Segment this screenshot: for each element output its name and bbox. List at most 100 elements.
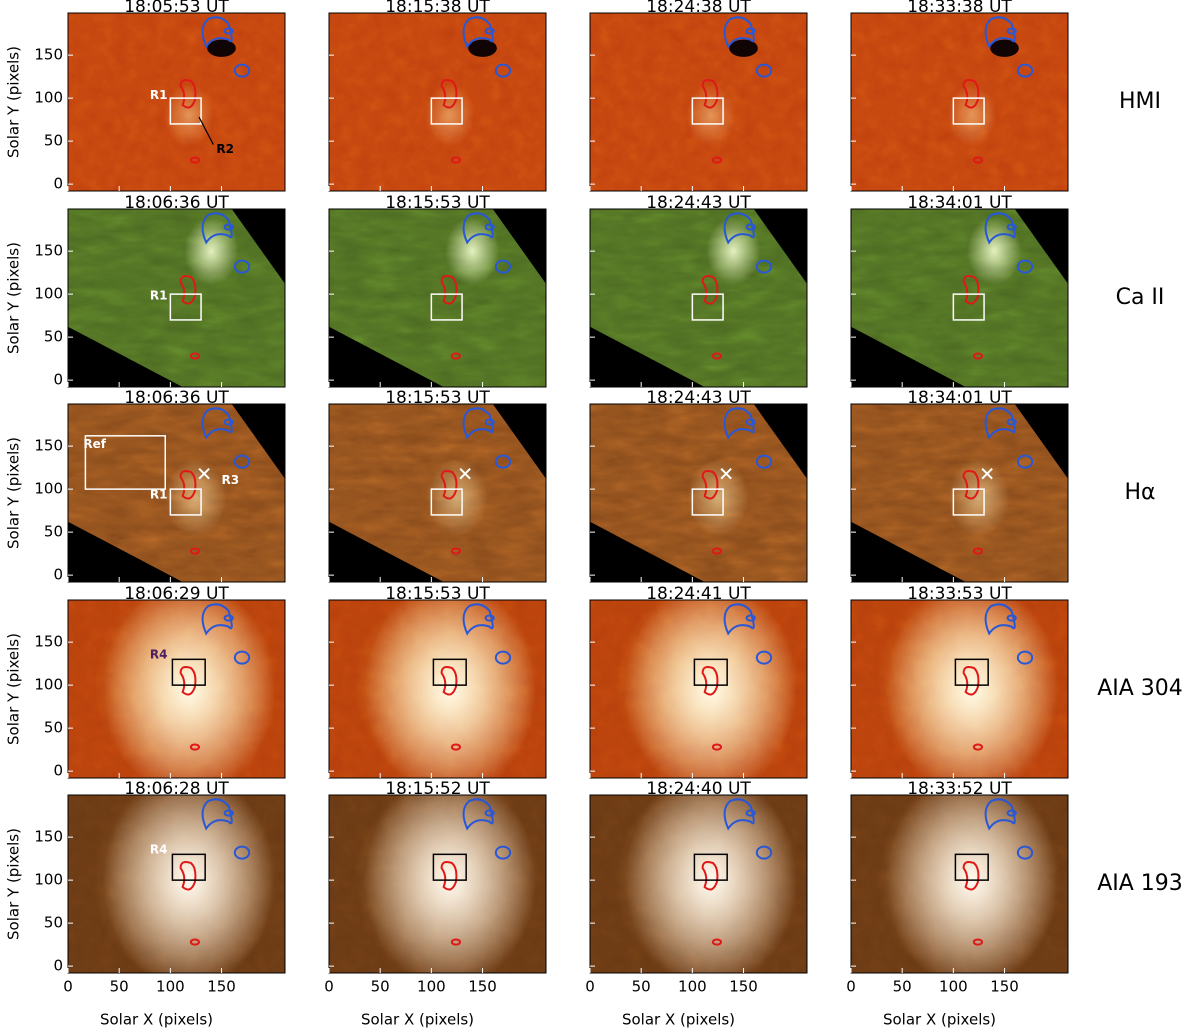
contour-neg xyxy=(223,614,234,622)
contour-neg xyxy=(462,212,494,245)
contour-pos xyxy=(440,665,458,696)
region-box xyxy=(691,488,724,516)
x-tick-label: 0 xyxy=(63,978,73,996)
bright-spot xyxy=(624,600,797,778)
contour-neg xyxy=(462,407,494,440)
contour-pos xyxy=(962,274,980,305)
row-label: HMI xyxy=(1119,89,1161,114)
panel-frame xyxy=(850,599,1069,779)
region-box xyxy=(952,488,985,516)
panel-frame xyxy=(589,208,808,388)
region-box xyxy=(691,97,724,125)
contour-pos xyxy=(189,938,201,946)
contour-neg xyxy=(223,418,234,426)
row-label: Ca II xyxy=(1116,285,1165,310)
panel-frame xyxy=(589,794,808,974)
bright-spot xyxy=(948,459,1010,537)
sunspot xyxy=(468,39,497,57)
time-label: 18:24:38 UT xyxy=(646,0,751,17)
contour-pos xyxy=(972,352,984,360)
x-mark xyxy=(981,467,993,480)
contour-pos xyxy=(440,860,458,891)
y-tick-label: 100 xyxy=(34,480,63,498)
y-axis-label: Solar Y (pixels) xyxy=(5,437,23,549)
mask xyxy=(590,326,705,387)
y-tick-label: 150 xyxy=(34,437,63,455)
contour-neg xyxy=(201,407,233,440)
contour-neg xyxy=(1016,454,1034,469)
bright-spot xyxy=(947,84,997,147)
time-label: 18:15:53 UT xyxy=(385,388,490,408)
contour-neg xyxy=(1006,614,1017,622)
contour-neg xyxy=(1006,223,1017,231)
contour-neg xyxy=(494,454,512,469)
bright-spot xyxy=(426,459,488,537)
panel xyxy=(590,404,807,582)
contour-neg xyxy=(723,16,755,49)
y-tick-label: 100 xyxy=(34,676,63,694)
region-box xyxy=(430,293,463,321)
contour-neg xyxy=(233,650,251,665)
x-tick-label: 50 xyxy=(632,978,651,996)
panel-frame xyxy=(67,12,286,192)
panel xyxy=(851,13,1068,191)
contour-neg xyxy=(484,223,495,231)
time-label: 18:24:41 UT xyxy=(646,584,751,604)
x-axis-label: Solar X (pixels) xyxy=(100,1011,213,1029)
x-tick-label: 100 xyxy=(156,978,185,996)
contour-pos xyxy=(189,352,201,360)
contour-pos xyxy=(179,469,197,500)
contour-neg xyxy=(745,223,756,231)
time-label: 18:33:53 UT xyxy=(907,584,1012,604)
contour-neg xyxy=(1016,845,1034,860)
panel xyxy=(851,209,1068,387)
contour-pos xyxy=(962,469,980,500)
mask xyxy=(492,404,546,479)
x-tick-label: 50 xyxy=(371,978,390,996)
time-label: 18:15:52 UT xyxy=(385,779,490,799)
contour-neg xyxy=(484,614,495,622)
contour-pos xyxy=(450,156,462,164)
bright-spot xyxy=(885,795,1058,973)
contour-neg xyxy=(1006,418,1017,426)
y-axis-label: Solar Y (pixels) xyxy=(5,633,23,745)
mask xyxy=(851,521,966,582)
panel xyxy=(851,795,1068,973)
panel xyxy=(329,209,546,387)
time-label: 18:15:38 UT xyxy=(385,0,490,17)
contour-neg xyxy=(745,418,756,426)
contour-pos xyxy=(440,78,458,109)
contour-neg xyxy=(233,845,251,860)
y-axis-label: Solar Y (pixels) xyxy=(5,828,23,940)
contour-pos xyxy=(179,78,197,109)
mask xyxy=(329,326,444,387)
contour-pos xyxy=(189,743,201,751)
region-box xyxy=(952,293,985,321)
region-label: R1 xyxy=(150,288,168,302)
contour-pos xyxy=(179,665,197,696)
time-label: 18:24:43 UT xyxy=(646,193,751,213)
contour-pos xyxy=(711,938,723,946)
x-mark xyxy=(198,467,210,480)
y-tick-label: 150 xyxy=(34,633,63,651)
contour-neg xyxy=(233,63,251,78)
contour-neg xyxy=(755,845,773,860)
region-label: R4 xyxy=(150,843,168,857)
x-tick-label: 0 xyxy=(846,978,856,996)
panel-frame xyxy=(850,208,1069,388)
contour-pos xyxy=(711,743,723,751)
contour-neg xyxy=(1006,27,1017,35)
y-tick-label: 150 xyxy=(34,828,63,846)
panel-frame xyxy=(328,12,547,192)
contour-neg xyxy=(233,259,251,274)
panel xyxy=(590,13,807,191)
contour-neg xyxy=(201,603,233,636)
mask xyxy=(590,521,705,582)
x-tick-label: 150 xyxy=(729,978,758,996)
bright-spot xyxy=(165,459,227,537)
contour-pos xyxy=(189,156,201,164)
contour-pos xyxy=(711,547,723,555)
contour-neg xyxy=(1006,809,1017,817)
panel-frame xyxy=(67,599,286,779)
